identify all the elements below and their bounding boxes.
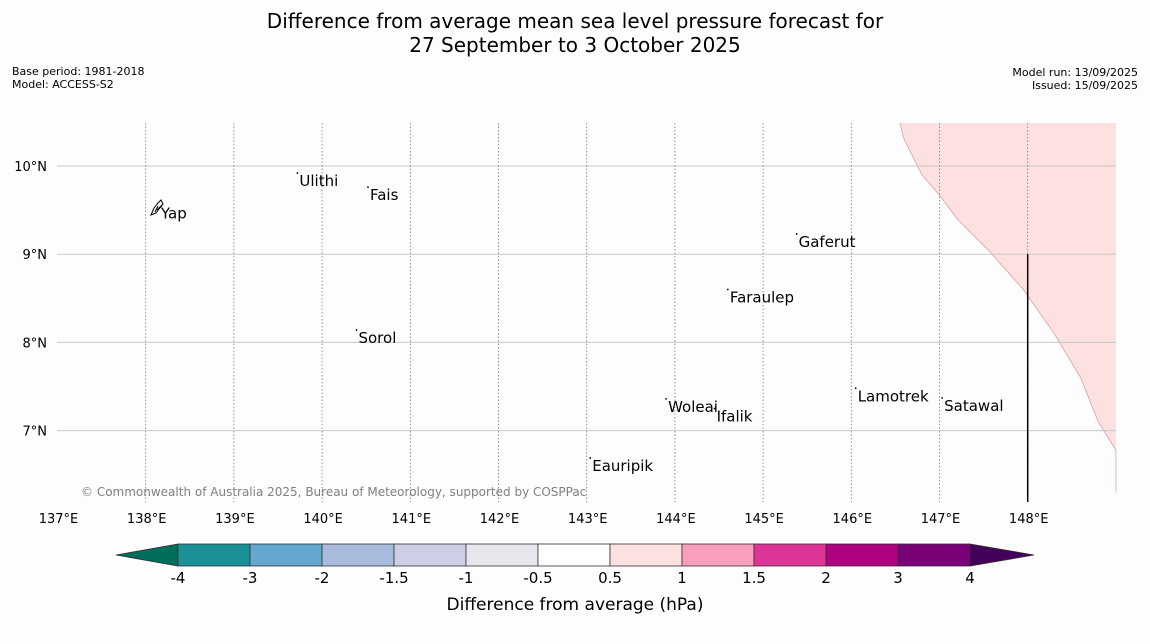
axis-labels-layer: 10°N 9°N 8°N 7°N 137°E 138°E 139°E 140°E 141°E 14… — [14, 160, 1048, 527]
longitude-label: 139°E — [215, 512, 255, 527]
colorbar-tick-label: 2 — [821, 569, 831, 587]
colorbar-segment — [465, 543, 539, 567]
anomaly-region-edge — [899, 122, 1117, 493]
colorbar-segment — [897, 543, 971, 567]
colorbar-tick-label: -2 — [315, 569, 330, 587]
anomaly-region — [899, 123, 1116, 502]
place-label-gaferut: Gaferut — [799, 233, 856, 251]
anomaly-region-layer — [899, 122, 1117, 502]
satawal-island-marker — [941, 397, 944, 399]
colorbar: -4 -3 -2 -1.5 -1 -0.5 0.5 1 1.5 2 3 4 — [115, 543, 1035, 587]
faraulep-island-marker — [726, 288, 729, 291]
colorbar-tick-label: 3 — [893, 569, 903, 587]
colorbar-tick-label: -1 — [459, 569, 474, 587]
longitude-label: 141°E — [392, 512, 432, 527]
place-label-woleai: Woleai — [668, 398, 718, 416]
island-markers-layer — [150, 172, 944, 459]
place-label-faraulep: Faraulep — [730, 288, 794, 306]
place-label-yap: Yap — [160, 205, 187, 223]
colorbar-tick-label: 1 — [677, 569, 687, 587]
place-label-eauripik: Eauripik — [592, 457, 653, 475]
longitude-label: 142°E — [480, 512, 520, 527]
fais-island-marker — [367, 186, 369, 189]
sorol-island-marker — [355, 329, 358, 331]
copyright-text: © Commonwealth of Australia 2025, Bureau… — [81, 485, 586, 499]
colorbar-extend-low — [115, 543, 179, 567]
colorbar-segment — [177, 543, 251, 567]
colorbar-tick-label: 4 — [965, 569, 975, 587]
title-line-1: Difference from average mean sea level p… — [266, 9, 884, 33]
eauripik-island-marker — [589, 457, 592, 459]
colorbar-segment — [681, 543, 755, 567]
colorbar-tick-label: 1.5 — [742, 569, 766, 587]
ifalik-island-marker — [713, 407, 716, 410]
colorbar-segment — [249, 543, 323, 567]
latitude-label: 9°N — [23, 248, 48, 263]
model-text: Model: ACCESS-S2 — [12, 78, 114, 91]
colorbar-segment — [753, 543, 827, 567]
longitude-label: 146°E — [833, 512, 873, 527]
longitude-label: 144°E — [656, 512, 696, 527]
place-label-satawal: Satawal — [944, 397, 1003, 415]
latitude-label: 8°N — [23, 336, 48, 351]
woleai-island-marker — [665, 397, 667, 400]
issued-text: Issued: 15/09/2025 — [1031, 79, 1138, 92]
latitude-label: 10°N — [14, 160, 47, 175]
latitude-label: 7°N — [23, 425, 48, 440]
place-label-ifalik: Ifalik — [717, 408, 753, 426]
colorbar-title: Difference from average (hPa) — [447, 595, 704, 615]
place-label-fais: Fais — [370, 186, 399, 204]
colorbar-tick-label: -0.5 — [523, 569, 552, 587]
place-label-sorol: Sorol — [358, 329, 396, 347]
colorbar-tick-label: -1.5 — [379, 569, 408, 587]
longitude-label: 138°E — [127, 512, 167, 527]
longitude-label: 137°E — [39, 512, 79, 527]
base-period-text: Base period: 1981-2018 — [12, 65, 145, 78]
meta-left: Base period: 1981-2018 Model: ACCESS-S2 — [12, 65, 144, 91]
longitude-label: 145°E — [744, 512, 784, 527]
colorbar-tick-label: 0.5 — [598, 569, 622, 587]
lamotrek-island-marker — [854, 387, 857, 390]
model-run-text: Model run: 13/09/2025 — [1012, 66, 1138, 79]
place-labels-layer: Yap Ulithi Fais Gaferut Faraulep Sorol Lamotre… — [160, 172, 1004, 475]
yap-island-shape — [150, 199, 164, 216]
ulithi-island-marker — [296, 172, 299, 174]
map-title: Difference from average mean sea level p… — [0, 9, 1150, 57]
longitude-label: 140°E — [303, 512, 343, 527]
place-label-lamotrek: Lamotrek — [858, 387, 929, 405]
longitude-label: 147°E — [921, 512, 961, 527]
colorbar-segment — [609, 543, 683, 567]
gaferut-island-marker — [795, 233, 798, 235]
colorbar-segment — [321, 543, 395, 567]
colorbar-segment — [393, 543, 467, 567]
colorbar-segment — [825, 543, 899, 567]
colorbar-segment — [537, 543, 611, 567]
graticule-layer — [57, 123, 1116, 502]
longitude-label: 143°E — [568, 512, 608, 527]
colorbar-tick-label: -4 — [171, 569, 186, 587]
place-label-ulithi: Ulithi — [299, 172, 338, 190]
longitude-label: 148°E — [1009, 512, 1049, 527]
meta-right: Model run: 13/09/2025 Issued: 15/09/2025 — [1012, 66, 1138, 92]
colorbar-extend-high — [969, 543, 1035, 567]
title-line-2: 27 September to 3 October 2025 — [409, 33, 741, 57]
colorbar-tick-label: -3 — [243, 569, 258, 587]
